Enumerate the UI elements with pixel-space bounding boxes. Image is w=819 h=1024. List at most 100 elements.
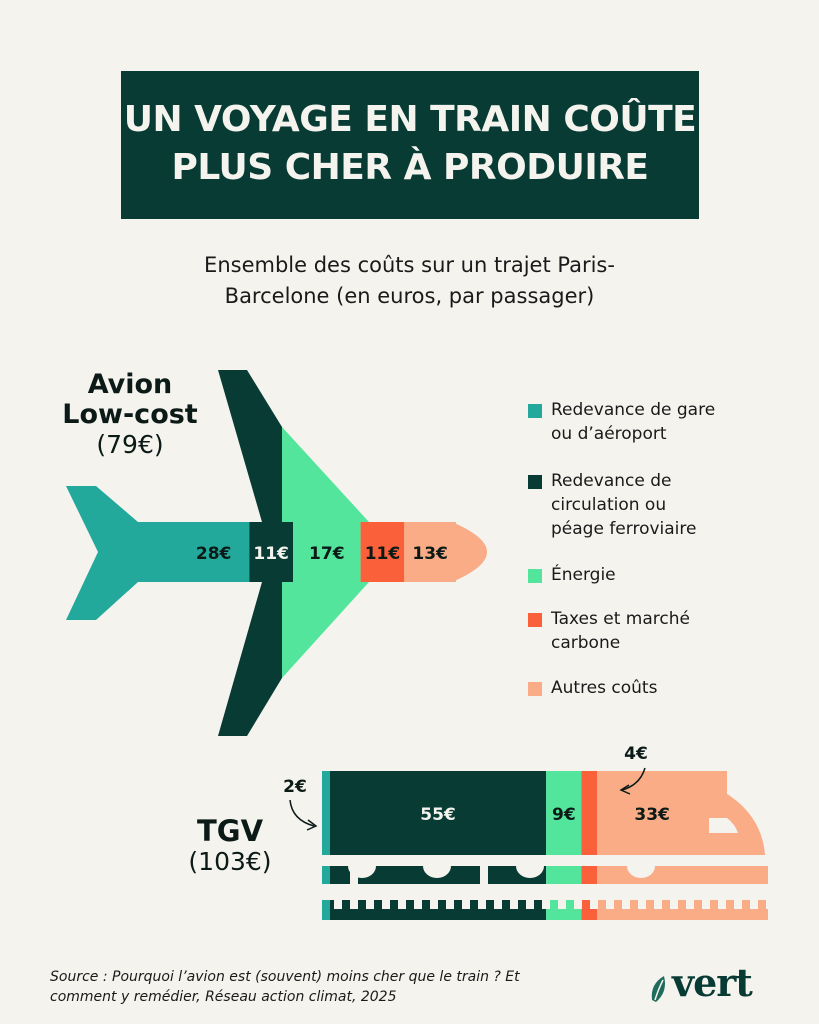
- title-line-2: PLUS CHER À PRODUIRE: [171, 147, 649, 188]
- rail-tie: [350, 900, 358, 909]
- tgv-window-shape: [709, 818, 738, 833]
- legend-swatch: [528, 475, 542, 489]
- rail-tie: [334, 900, 342, 909]
- train-band-segment: [597, 866, 768, 884]
- carriage-gap: [480, 866, 488, 884]
- title-line-1: UN VOYAGE EN TRAIN COÛTE: [123, 99, 697, 140]
- rail-tie: [542, 900, 550, 909]
- tgv-bar-segment: [581, 771, 598, 855]
- tgv-label-line-1: TGV: [196, 814, 264, 848]
- tgv-bar-label: 4€: [624, 744, 648, 764]
- legend-label: Redevance de gare ou d’aéroport: [551, 400, 716, 444]
- rail-tie: [638, 900, 646, 909]
- plane-label-line-2: Low-cost: [62, 399, 198, 430]
- tgv-bar-segment: [329, 771, 547, 855]
- rail-tie: [606, 900, 614, 909]
- wheel-shape: [627, 866, 655, 878]
- plane-label-line-1: Avion: [87, 369, 173, 400]
- plane-bar-segment: [249, 522, 294, 582]
- wheel-shape: [348, 866, 376, 878]
- plane-bar-label: 13€: [412, 544, 448, 564]
- legend-swatch: [528, 682, 542, 696]
- rail-tie: [478, 900, 486, 909]
- train-rail-segment: [546, 900, 582, 920]
- rail-tie: [398, 900, 406, 909]
- leaf-icon: [651, 976, 665, 1002]
- plane-bar-label: 17€: [309, 544, 345, 564]
- annotation-arrow: [621, 767, 646, 791]
- rail-tie: [718, 900, 726, 909]
- rail-tie: [734, 900, 742, 909]
- rail-tie: [510, 900, 518, 909]
- plane-wing-upper-shape: [218, 370, 282, 522]
- train-band-segment: [322, 866, 330, 884]
- legend-label: Énergie: [551, 565, 616, 585]
- plane-wing-lower-shape: [218, 582, 282, 736]
- annotation-arrowhead: [619, 784, 631, 795]
- rail-tie: [670, 900, 678, 909]
- legend-label: Redevance de circulation ou péage ferrov…: [551, 471, 697, 539]
- legend-item-taxes: Taxes et marché carbone: [528, 607, 690, 655]
- rail-tie: [654, 900, 662, 909]
- annotation-arrow: [289, 799, 315, 827]
- rail-tie: [750, 900, 758, 909]
- tgv-bar-segment: [322, 771, 330, 855]
- plane-bar-label: 11€: [253, 544, 289, 564]
- rail-tie: [366, 900, 374, 909]
- legend-item-energy: Énergie: [528, 563, 616, 587]
- tgv-bar-label: 33€: [634, 805, 670, 825]
- plane-green-wing-lower-shape: [282, 582, 369, 678]
- rail-tie: [526, 900, 534, 909]
- wheel-shape: [516, 866, 544, 878]
- legend-item-other: Autres coûts: [528, 676, 657, 700]
- annotation-arrowhead: [306, 819, 318, 831]
- rail-tie: [414, 900, 422, 909]
- legend-swatch: [528, 569, 542, 583]
- rail-tie: [702, 900, 710, 909]
- legend-item-circulation-fee: Redevance de circulation ou péage ferrov…: [528, 469, 696, 541]
- rail-tie: [446, 900, 454, 909]
- rail-tie: [622, 900, 630, 909]
- tgv-nose-shape: [667, 771, 765, 855]
- train-band-segment: [546, 866, 582, 884]
- plane-total: (79€): [96, 430, 164, 459]
- title-banner: UN VOYAGE EN TRAIN COÛTE PLUS CHER À PRO…: [121, 71, 699, 219]
- source-note: Source : Pourquoi l’avion est (souvent) …: [50, 969, 520, 1005]
- subtitle-line-1: Ensemble des coûts sur un trajet Paris-: [204, 253, 615, 277]
- plane-bar-label: 28€: [196, 544, 232, 564]
- rail-tie: [590, 900, 598, 909]
- tgv-label: TGV (103€): [180, 815, 280, 877]
- tgv-bar-label: 55€: [420, 805, 456, 825]
- plane-label: Avion Low-cost (79€): [40, 370, 220, 460]
- tgv-bar-label: 9€: [552, 805, 576, 825]
- rail-tie: [686, 900, 694, 909]
- train-decoration: [322, 866, 774, 920]
- train-band-segment: [581, 866, 598, 884]
- legend-swatch: [528, 613, 542, 627]
- wheel-shape: [423, 866, 451, 878]
- legend-swatch: [528, 404, 542, 418]
- plane-bar-segment: [404, 522, 456, 582]
- plane-bar-segment: [293, 522, 361, 582]
- rail-tie: [494, 900, 502, 909]
- rail-tie: [558, 900, 566, 909]
- rail-tie: [574, 900, 582, 909]
- legend-item-station-fee: Redevance de gare ou d’aéroport: [528, 398, 715, 446]
- legend-label: Taxes et marché carbone: [551, 609, 690, 653]
- rail-tie: [766, 900, 774, 909]
- plane-bar-segment: [360, 522, 405, 582]
- plane-green-wing-upper-shape: [282, 427, 369, 522]
- tgv-total: (103€): [188, 847, 272, 876]
- rail-tie: [382, 900, 390, 909]
- rail-tie: [462, 900, 470, 909]
- tgv-bar-segment: [546, 771, 582, 855]
- train-rail-segment: [322, 900, 330, 920]
- subtitle-line-2: Barcelone (en euros, par passager): [224, 284, 595, 308]
- tgv-bar-label: 2€: [283, 777, 307, 797]
- rail-tie: [430, 900, 438, 909]
- logo-text: vert: [672, 960, 753, 1005]
- vert-logo: vert: [648, 960, 788, 1010]
- plane-bar-label: 11€: [365, 544, 401, 564]
- legend-label: Autres coûts: [551, 678, 658, 698]
